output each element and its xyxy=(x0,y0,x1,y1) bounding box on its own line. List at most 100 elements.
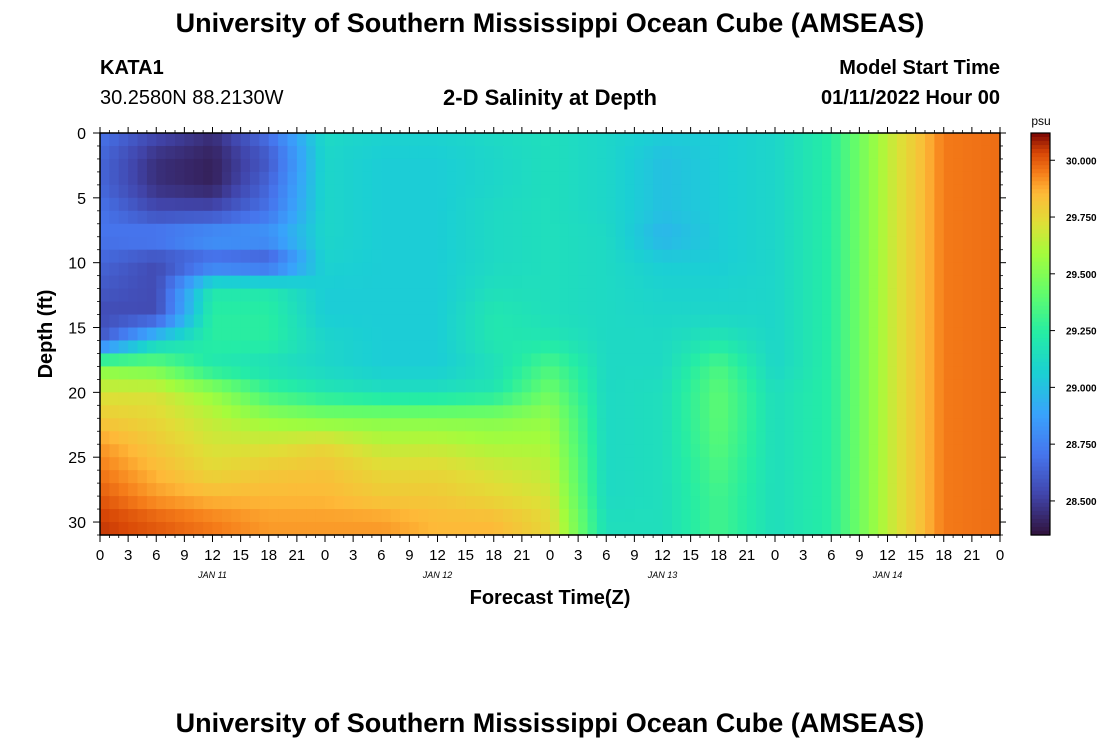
heatmap-cell xyxy=(484,275,495,290)
heatmap-cell xyxy=(512,353,523,368)
heatmap-cell xyxy=(737,301,748,316)
heatmap-cell xyxy=(925,496,935,510)
heatmap-cell xyxy=(465,340,476,355)
heatmap-cell xyxy=(381,496,392,510)
heatmap-cell xyxy=(175,145,185,160)
heatmap-cell xyxy=(831,236,842,251)
heatmap-cell xyxy=(925,392,935,406)
heatmap-cell xyxy=(793,301,804,316)
colorbar-segment xyxy=(1031,277,1050,283)
heatmap-cell xyxy=(775,444,785,458)
heatmap-cell xyxy=(278,288,289,303)
heatmap-cell xyxy=(681,470,692,484)
heatmap-cell xyxy=(428,133,439,147)
heatmap-cell xyxy=(662,184,673,199)
colorbar-segment xyxy=(1031,342,1050,347)
heatmap-cell xyxy=(278,327,289,342)
heatmap-cell xyxy=(137,171,148,186)
heatmap-cell xyxy=(231,210,242,225)
plot-title: 2-D Salinity at Depth xyxy=(443,85,657,110)
heatmap-cell xyxy=(915,171,926,186)
heatmap-cell xyxy=(615,353,626,368)
heatmap-cell xyxy=(934,236,945,251)
heatmap-cell xyxy=(484,418,495,432)
heatmap-cell xyxy=(493,509,504,523)
heatmap-cell xyxy=(878,327,889,342)
colorbar-segment xyxy=(1031,466,1050,472)
heatmap-cell xyxy=(746,145,757,160)
heatmap-cell xyxy=(578,431,589,445)
heatmap-cell xyxy=(212,158,223,173)
heatmap-cell xyxy=(784,379,795,393)
heatmap-cell xyxy=(240,145,251,160)
heatmap-cell xyxy=(596,171,607,186)
heatmap-cell xyxy=(896,483,907,497)
heatmap-cell xyxy=(578,288,589,303)
heatmap-cell xyxy=(540,210,551,225)
heatmap-cell xyxy=(915,457,926,471)
heatmap-cell xyxy=(971,509,982,523)
heatmap-cell xyxy=(718,418,729,432)
heatmap-cell xyxy=(550,353,560,368)
y-tick-label: 25 xyxy=(68,450,86,467)
heatmap-cell xyxy=(315,405,326,419)
heatmap-cell xyxy=(700,223,710,238)
heatmap-cell xyxy=(268,379,279,393)
heatmap-cell xyxy=(165,249,176,264)
heatmap-cell xyxy=(193,275,204,290)
heatmap-cell xyxy=(540,509,551,523)
heatmap-cell xyxy=(887,496,898,510)
heatmap-cell xyxy=(493,470,504,484)
heatmap-cell xyxy=(325,522,335,536)
heatmap-cell xyxy=(840,340,851,355)
heatmap-cell xyxy=(221,418,232,432)
heatmap-cell xyxy=(812,379,823,393)
colorbar-segment xyxy=(1031,446,1050,452)
heatmap-cell xyxy=(437,184,448,199)
heatmap-cell xyxy=(465,457,476,471)
heatmap-cell xyxy=(990,133,1001,147)
heatmap-cell xyxy=(578,470,589,484)
heatmap-cell xyxy=(418,158,429,173)
heatmap-cell xyxy=(390,405,401,419)
colorbar-segment xyxy=(1031,402,1050,407)
heatmap-cell xyxy=(812,236,823,251)
heatmap-cell xyxy=(465,483,476,497)
heatmap-cell xyxy=(934,171,945,186)
heatmap-cell xyxy=(146,249,157,264)
heatmap-cell xyxy=(231,496,242,510)
heatmap-cell xyxy=(540,133,551,147)
heatmap-cell xyxy=(400,158,410,173)
heatmap-cell xyxy=(990,301,1001,316)
heatmap-cell xyxy=(250,340,260,355)
heatmap-cell xyxy=(896,223,907,238)
heatmap-cell xyxy=(531,418,542,432)
heatmap-cell xyxy=(606,314,617,329)
heatmap-cell xyxy=(109,171,120,186)
heatmap-cell xyxy=(456,197,467,212)
heatmap-cell xyxy=(100,327,110,342)
heatmap-cell xyxy=(165,210,176,225)
heatmap-cell xyxy=(184,197,195,212)
heatmap-cell xyxy=(362,197,373,212)
heatmap-cell xyxy=(831,340,842,355)
heatmap-cell xyxy=(540,366,551,380)
heatmap-cell xyxy=(353,133,364,147)
heatmap-cell xyxy=(971,171,982,186)
heatmap-cell xyxy=(259,457,270,471)
heatmap-cell xyxy=(906,405,917,419)
heatmap-cell xyxy=(512,457,523,471)
heatmap-cell xyxy=(775,301,785,316)
heatmap-cell xyxy=(343,133,354,147)
heatmap-cell xyxy=(887,236,898,251)
heatmap-cell xyxy=(306,288,317,303)
heatmap-cell xyxy=(268,314,279,329)
heatmap-cell xyxy=(503,496,514,510)
heatmap-cell xyxy=(550,457,560,471)
heatmap-cell xyxy=(465,210,476,225)
heatmap-cell xyxy=(353,314,364,329)
heatmap-cell xyxy=(540,275,551,290)
heatmap-cell xyxy=(821,496,832,510)
heatmap-cell xyxy=(456,327,467,342)
x-tick-label: 3 xyxy=(574,547,582,564)
